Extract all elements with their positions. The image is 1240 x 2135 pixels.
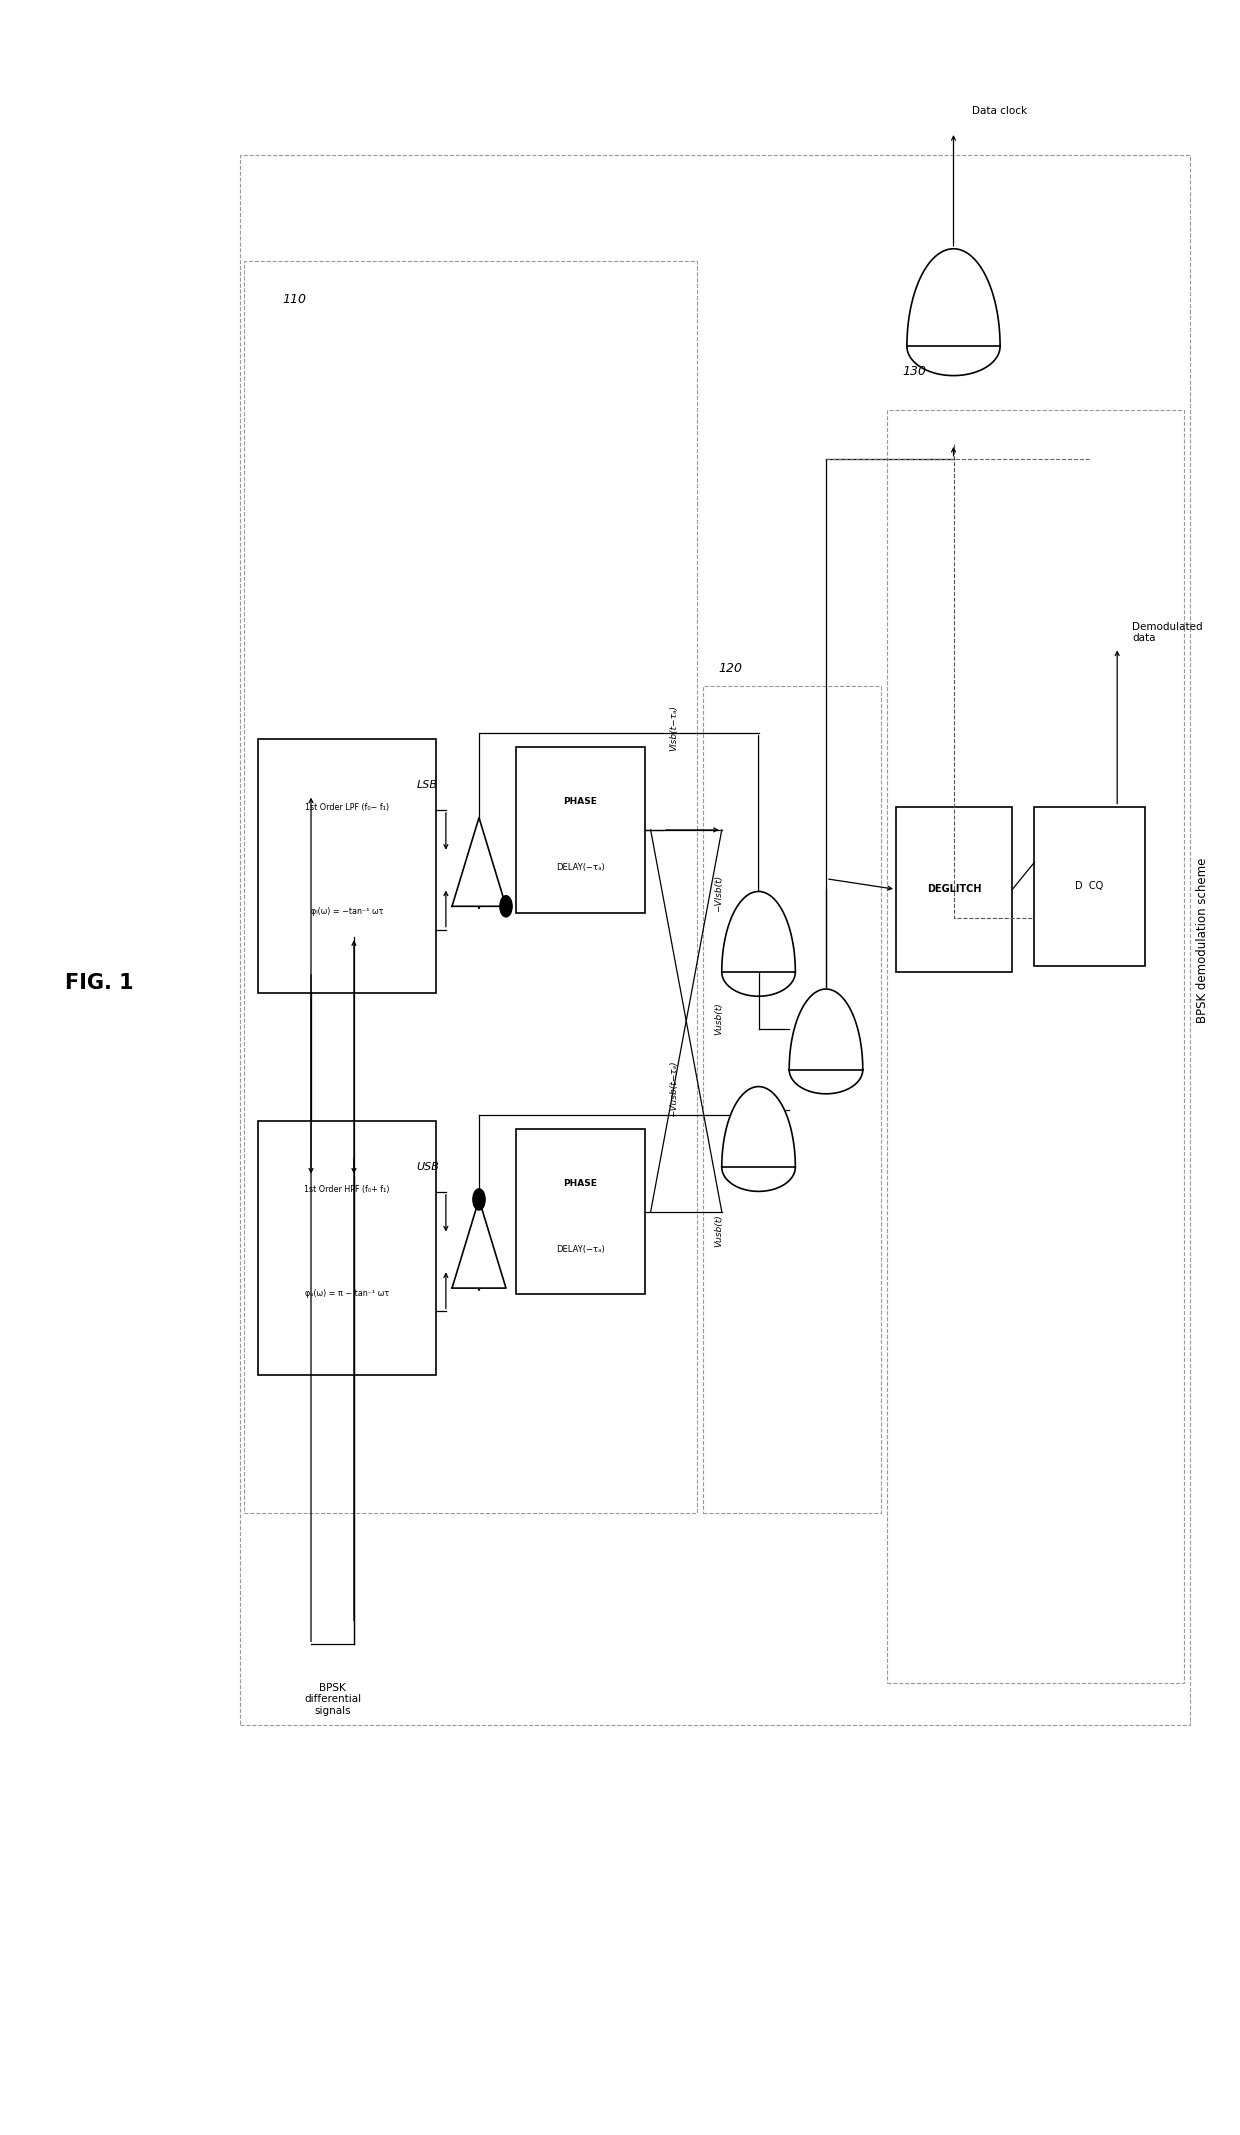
Circle shape — [472, 1189, 485, 1211]
Bar — [243, 260, 697, 1514]
Text: DEGLITCH: DEGLITCH — [926, 884, 981, 895]
Bar — [258, 1121, 436, 1375]
Bar — [1034, 807, 1145, 965]
Text: FIG. 1: FIG. 1 — [64, 974, 133, 993]
Text: −Vlsb(t): −Vlsb(t) — [714, 875, 723, 912]
Bar — [888, 410, 1184, 1682]
Text: Vusb(t): Vusb(t) — [714, 1001, 723, 1035]
Polygon shape — [789, 989, 863, 1070]
Text: D  CQ: D CQ — [1075, 882, 1104, 890]
Text: 120: 120 — [718, 662, 742, 675]
Text: 110: 110 — [283, 292, 306, 305]
Text: PHASE: PHASE — [563, 1179, 598, 1187]
Text: DELAY(−τₐ): DELAY(−τₐ) — [556, 863, 605, 873]
Text: DELAY(−τₐ): DELAY(−τₐ) — [556, 1245, 605, 1253]
Text: Demodulated
data: Demodulated data — [1132, 621, 1203, 643]
Text: 130: 130 — [901, 365, 926, 378]
Polygon shape — [453, 1200, 506, 1287]
Polygon shape — [722, 892, 795, 971]
Text: 1st Order HPF (f₀+ f₁): 1st Order HPF (f₀+ f₁) — [305, 1185, 389, 1193]
Bar — [703, 685, 882, 1514]
Text: LSB: LSB — [417, 781, 438, 790]
Text: Vlsb(t−τₐ): Vlsb(t−τₐ) — [670, 705, 678, 752]
Text: BPSK demodulation scheme: BPSK demodulation scheme — [1195, 858, 1209, 1023]
Polygon shape — [453, 818, 506, 905]
Text: Vusb(t): Vusb(t) — [714, 1215, 723, 1247]
Text: 1st Order LPF (f₀− f₁): 1st Order LPF (f₀− f₁) — [305, 803, 389, 811]
Polygon shape — [722, 1087, 795, 1168]
Text: −Vusb(t−τₐ): −Vusb(t−τₐ) — [670, 1061, 678, 1117]
Polygon shape — [906, 250, 1001, 346]
Text: φₗ(ω) = −tan⁻¹ ωτ: φₗ(ω) = −tan⁻¹ ωτ — [311, 907, 383, 916]
Text: BPSK
differential
signals: BPSK differential signals — [304, 1682, 361, 1717]
Text: USB: USB — [417, 1161, 439, 1172]
Bar — [258, 739, 436, 993]
Bar — [239, 156, 1190, 1725]
Bar — [516, 1129, 645, 1294]
Text: PHASE: PHASE — [563, 796, 598, 807]
Bar — [895, 807, 1012, 971]
Bar — [516, 747, 645, 912]
Text: Data clock: Data clock — [972, 107, 1027, 115]
Text: φᵤ(ω) = π − tan⁻¹ ωτ: φᵤ(ω) = π − tan⁻¹ ωτ — [305, 1290, 389, 1298]
Circle shape — [500, 897, 512, 916]
